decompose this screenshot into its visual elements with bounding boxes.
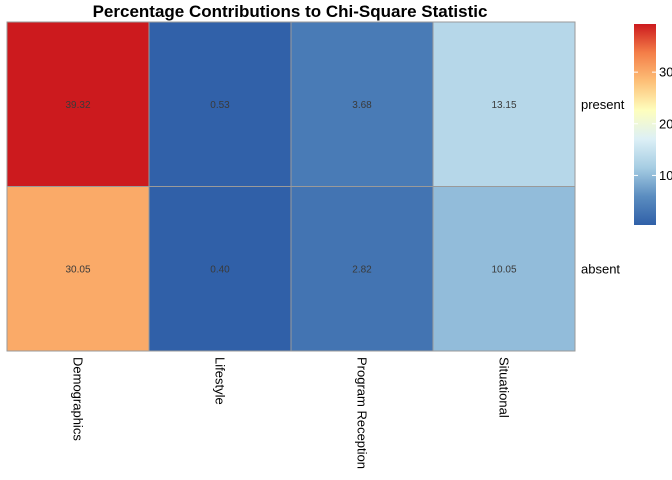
- heatmap-cell: [290, 21, 434, 187]
- cell-value-label: 0.40: [210, 264, 230, 275]
- cell-value-label: 30.05: [65, 264, 90, 275]
- column-label: Demographics: [71, 357, 86, 441]
- legend-tick-label: 10: [659, 168, 672, 183]
- column-label: Lifestyle: [213, 357, 228, 405]
- cell-value-label: 13.15: [491, 100, 516, 111]
- cell-value-label: 3.68: [352, 100, 372, 111]
- column-label: Program Reception: [355, 357, 370, 469]
- column-label: Situational: [497, 357, 512, 418]
- heatmap-cell: [148, 186, 292, 352]
- cell-value-label: 39.32: [65, 100, 90, 111]
- row-label: present: [581, 97, 625, 112]
- color-legend: 10 20 30: [634, 24, 672, 225]
- heatmap-cells: [6, 21, 576, 352]
- legend-tick-label: 30: [659, 65, 672, 80]
- chart-title: Percentage Contributions to Chi-Square S…: [93, 2, 488, 21]
- cell-value-label: 0.53: [210, 100, 230, 111]
- row-labels: present absent: [581, 97, 625, 277]
- legend-colorbar: [634, 24, 656, 225]
- cell-value-label: 2.82: [352, 264, 372, 275]
- heatmap-cell: [290, 186, 434, 352]
- row-label: absent: [581, 261, 620, 276]
- legend-tick-label: 20: [659, 116, 672, 131]
- heatmap-cell-labels: 39.32 0.53 3.68 13.15 30.05 0.40 2.82 10.05: [65, 100, 516, 276]
- heatmap-cell: [432, 186, 576, 352]
- heatmap-cell: [148, 21, 292, 187]
- heatmap-cell: [432, 21, 576, 187]
- heatmap-cell: [6, 186, 150, 352]
- cell-value-label: 10.05: [491, 264, 516, 275]
- column-labels: Demographics Lifestyle Program Reception Si…: [71, 357, 512, 469]
- heatmap-cell: [6, 21, 150, 187]
